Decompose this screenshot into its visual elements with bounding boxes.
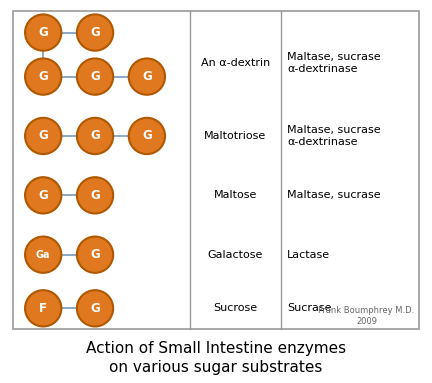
Ellipse shape: [25, 15, 61, 51]
Text: Maltase, sucrase: Maltase, sucrase: [287, 190, 381, 200]
Text: G: G: [38, 129, 48, 142]
Text: on various sugar substrates: on various sugar substrates: [109, 360, 323, 375]
Ellipse shape: [77, 59, 113, 95]
Text: Maltotriose: Maltotriose: [204, 131, 267, 141]
Text: G: G: [90, 248, 100, 261]
Bar: [13, 11, 419, 329]
Text: G: G: [38, 26, 48, 39]
Text: An α-dextrin: An α-dextrin: [201, 58, 270, 68]
Text: Sucrase: Sucrase: [287, 303, 332, 313]
Text: G: G: [90, 26, 100, 39]
Ellipse shape: [25, 118, 61, 154]
Text: G: G: [90, 302, 100, 315]
Text: Maltose: Maltose: [214, 190, 257, 200]
Ellipse shape: [25, 177, 61, 213]
Text: Frank Boumphrey M.D.
2009: Frank Boumphrey M.D. 2009: [318, 306, 415, 326]
Text: G: G: [90, 129, 100, 142]
Text: F: F: [39, 302, 47, 315]
Ellipse shape: [25, 59, 61, 95]
Text: Sucrose: Sucrose: [213, 303, 257, 313]
Text: G: G: [38, 189, 48, 202]
Ellipse shape: [25, 237, 61, 273]
Text: Galactose: Galactose: [208, 250, 263, 260]
Text: Lactase: Lactase: [287, 250, 330, 260]
Text: G: G: [90, 70, 100, 83]
Text: Maltase, sucrase
α-dextrinase: Maltase, sucrase α-dextrinase: [287, 125, 381, 147]
Text: G: G: [142, 129, 152, 142]
Ellipse shape: [77, 177, 113, 213]
Text: G: G: [142, 70, 152, 83]
Ellipse shape: [77, 15, 113, 51]
Ellipse shape: [77, 237, 113, 273]
Text: Ga: Ga: [36, 250, 51, 260]
Ellipse shape: [129, 59, 165, 95]
Text: Action of Small Intestine enzymes: Action of Small Intestine enzymes: [86, 341, 346, 356]
Ellipse shape: [129, 118, 165, 154]
Text: G: G: [90, 189, 100, 202]
Text: Maltase, sucrase
α-dextrinase: Maltase, sucrase α-dextrinase: [287, 52, 381, 74]
Ellipse shape: [25, 290, 61, 326]
Ellipse shape: [77, 118, 113, 154]
Text: G: G: [38, 70, 48, 83]
Ellipse shape: [77, 290, 113, 326]
